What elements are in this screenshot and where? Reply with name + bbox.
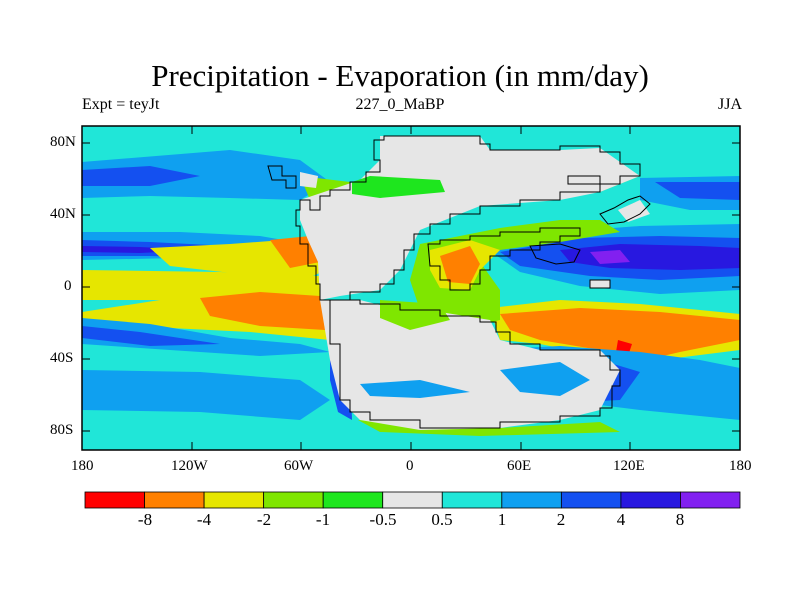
gondwana-landmass — [320, 300, 620, 430]
colorbar-swatch — [144, 491, 205, 509]
map-field — [82, 126, 740, 450]
colorbar-label: 8 — [675, 510, 685, 529]
coastlines — [267, 135, 651, 429]
y-tick-80s: 80S — [50, 422, 74, 438]
colorbar-label: 1 — [497, 510, 507, 529]
colorbar-label: 4 — [616, 510, 626, 529]
y-tick-0: 0 — [64, 278, 72, 294]
colorbar-swatch — [620, 491, 681, 509]
colorbar-swatch — [382, 491, 443, 509]
x-tick-120w: 120W — [171, 458, 208, 474]
colorbar-swatch — [84, 491, 145, 509]
colorbar-label: 2 — [556, 510, 566, 529]
x-tick-60w: 60W — [284, 458, 314, 474]
colorbar-label: -4 — [196, 510, 212, 529]
y-tick-40s: 40S — [50, 350, 74, 366]
arctic-moist-band — [82, 150, 330, 200]
tick-marks — [82, 126, 740, 450]
colorbar-label: -1 — [315, 510, 331, 529]
colorbar-swatch — [560, 491, 622, 509]
experiment-label: Expt = teyJt — [82, 96, 160, 113]
south-pacific-dry — [200, 292, 325, 330]
time-label: 227_0_MaBP — [355, 96, 445, 113]
colorbar-swatch — [501, 491, 562, 509]
y-tick-40n: 40N — [50, 206, 76, 222]
colorbar-label: -0.5 — [369, 510, 397, 529]
colorbar-swatch — [322, 491, 384, 509]
season-label: JJA — [717, 96, 742, 113]
x-tick-120e: 120E — [613, 458, 645, 474]
y-tick-80n: 80N — [50, 134, 76, 150]
colorbar-swatch — [263, 491, 324, 509]
map-title: Precipitation - Evaporation (in mm/day) — [151, 58, 649, 93]
colorbar-label: -2 — [256, 510, 272, 529]
x-tick-60e: 60E — [507, 458, 532, 474]
x-tick-180e: 180 — [729, 458, 752, 474]
south-tethys-dry — [500, 308, 740, 366]
colorbar-swatch — [441, 491, 503, 509]
colorbar-label: 0.5 — [431, 510, 453, 529]
colorbar-swatch — [680, 491, 741, 509]
colorbar-swatch — [203, 491, 265, 509]
x-tick-0: 0 — [406, 458, 414, 474]
colorbar-label: -8 — [137, 510, 153, 529]
x-tick-180w: 180 — [71, 458, 94, 474]
colorbar — [84, 491, 741, 509]
